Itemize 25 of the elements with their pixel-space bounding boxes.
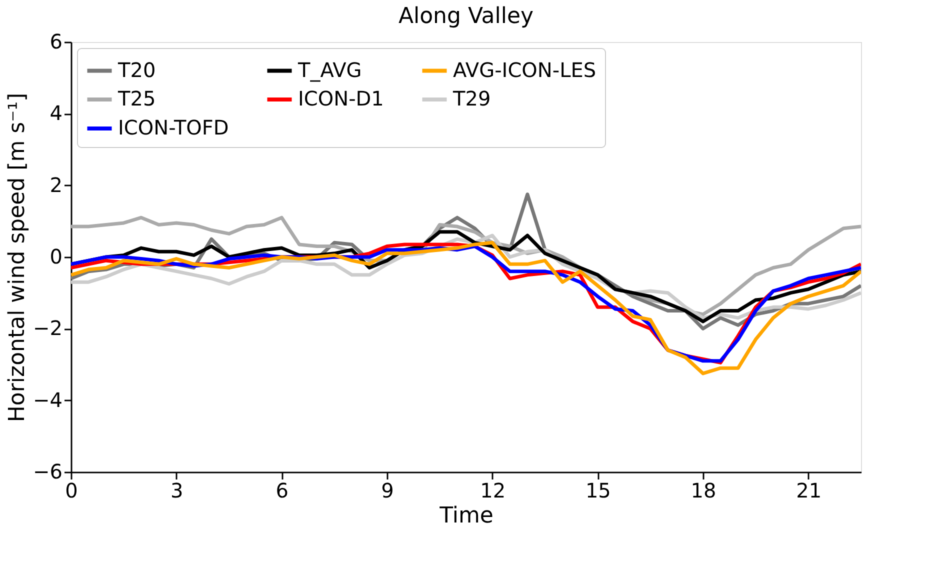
legend-label: T20 <box>117 58 156 82</box>
legend-label: T_AVG <box>297 58 362 82</box>
y-axis-title: Horizontal wind speed [m s⁻¹] <box>5 92 30 422</box>
y-tick-label: 6 <box>50 30 62 54</box>
x-tick-label: 18 <box>690 478 716 502</box>
y-tick-label: −2 <box>33 316 62 340</box>
chart-title: Along Valley <box>398 4 534 29</box>
x-tick-label: 21 <box>796 478 822 502</box>
legend-label: AVG-ICON-LES <box>453 58 596 82</box>
y-tick-label: 4 <box>50 101 62 126</box>
legend-label: T25 <box>117 86 156 110</box>
x-tick-label: 9 <box>381 478 394 502</box>
y-tick-label: 2 <box>50 172 62 197</box>
y-tick-label: 0 <box>50 244 62 268</box>
x-tick-label: 3 <box>170 478 184 502</box>
x-axis-title: Time <box>438 504 494 528</box>
x-tick-label: 12 <box>480 478 506 502</box>
x-tick-label: 6 <box>276 478 289 502</box>
legend-label: ICON-D1 <box>298 86 384 110</box>
x-tick-label: 0 <box>65 478 78 502</box>
y-tick-label: −6 <box>33 460 62 484</box>
x-tick-label: 15 <box>585 478 611 502</box>
y-tick-label: −4 <box>33 388 62 412</box>
legend-label: ICON-TOFD <box>118 116 229 140</box>
legend-label: T29 <box>452 86 491 110</box>
